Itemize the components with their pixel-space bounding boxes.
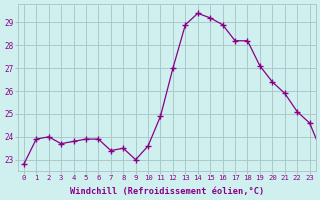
X-axis label: Windchill (Refroidissement éolien,°C): Windchill (Refroidissement éolien,°C) — [69, 187, 264, 196]
